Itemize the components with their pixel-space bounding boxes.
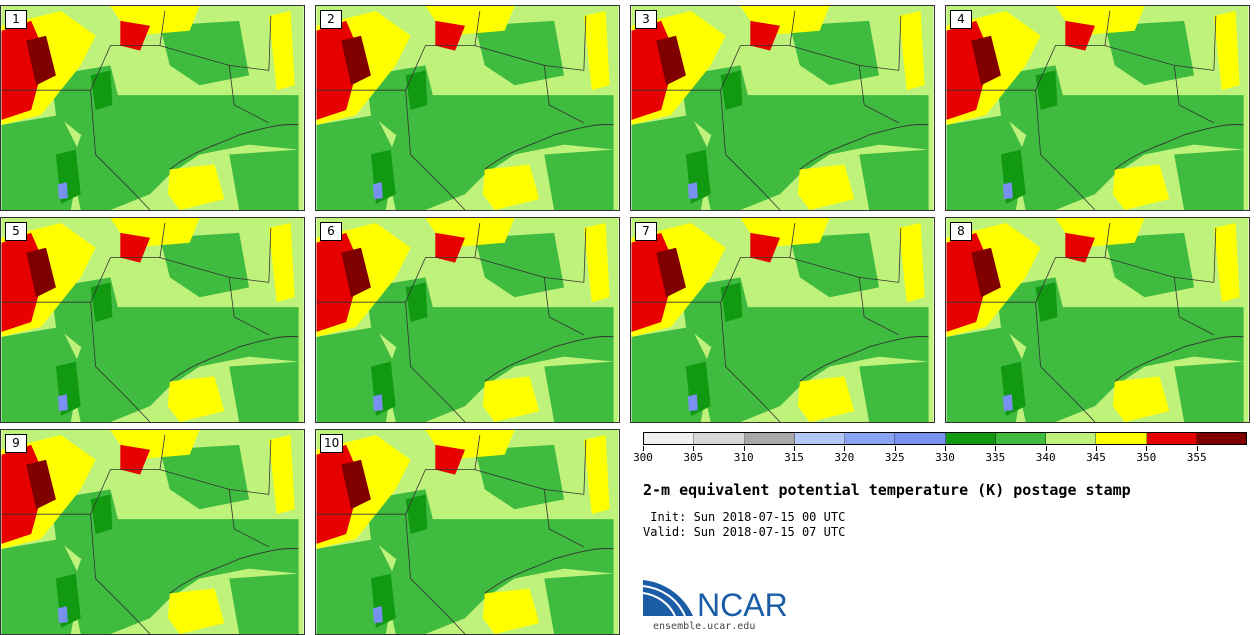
colorbar-tick [1146,446,1148,451]
ensemble-member-map [316,430,619,634]
map-panel-3: 3 [630,5,935,211]
colorbar-segment [794,433,845,444]
map-panel-9: 9 [0,429,305,635]
chart-title: 2-m equivalent potential temperature (K)… [643,481,1131,499]
logo-url: ensemble.ucar.edu [653,621,756,632]
colorbar-segment [995,433,1046,444]
member-label: 4 [950,10,972,29]
map-panel-5: 5 [0,217,305,423]
colorbar-segment [744,433,795,444]
ensemble-member-map [946,218,1249,422]
colorbar-segment [1146,433,1197,444]
colorbar-tick-label: 305 [683,451,704,464]
colorbar-tick [844,446,846,451]
colorbar-tick-label: 330 [935,451,955,464]
ensemble-member-map [1,430,304,634]
member-label: 10 [320,434,344,453]
colorbar-tick [643,446,644,451]
colorbar-tick-label: 325 [884,451,905,464]
valid-time: Valid: Sun 2018-07-15 07 UTC [643,525,846,539]
ensemble-member-map [631,6,934,210]
colorbar-tick-label: 320 [834,451,855,464]
colorbar-tick-label: 345 [1086,451,1106,464]
colorbar [643,432,1247,445]
colorbar-segment [895,433,946,444]
colorbar-segment [694,433,745,444]
map-panel-8: 8 [945,217,1250,423]
member-label: 7 [635,222,657,241]
member-label: 8 [950,222,972,241]
colorbar-tick-label: 300 [633,451,653,464]
ncar-logo-text: NCAR [697,587,788,620]
ensemble-member-map [946,6,1249,210]
colorbar-tick-label: 355 [1186,451,1207,464]
map-panel-1: 1 [0,5,305,211]
colorbar-tick [945,446,946,451]
colorbar-segment [1196,433,1246,444]
colorbar-tick-label: 340 [1035,451,1056,464]
colorbar-segment [644,433,695,444]
colorbar-tick-label: 315 [784,451,804,464]
member-label: 6 [320,222,342,241]
colorbar-tick [1196,446,1198,451]
init-time: Init: Sun 2018-07-15 00 UTC [643,510,846,524]
colorbar-tick [743,446,745,451]
ensemble-member-map [316,218,619,422]
ensemble-member-map [316,6,619,210]
map-panel-2: 2 [315,5,620,211]
colorbar-segment [1046,433,1097,444]
member-label: 9 [5,434,27,453]
colorbar-tick [1096,446,1097,451]
colorbar-tick-label: 310 [733,451,754,464]
colorbar-tick [794,446,795,451]
colorbar-segment [1096,433,1147,444]
colorbar-tick [995,446,997,451]
map-panel-7: 7 [630,217,935,423]
member-label: 2 [320,10,342,29]
colorbar-tick [894,446,896,451]
member-label: 3 [635,10,657,29]
colorbar-segment [845,433,896,444]
ensemble-member-map [1,218,304,422]
member-label: 1 [5,10,27,29]
ensemble-member-map [1,6,304,210]
colorbar-tick-label: 350 [1136,451,1157,464]
map-panel-6: 6 [315,217,620,423]
colorbar-tick [693,446,695,451]
colorbar-tick-label: 335 [985,451,1006,464]
ncar-logo: NCAR [643,580,788,620]
map-panel-10: 10 [315,429,620,635]
member-label: 5 [5,222,27,241]
colorbar-tick [1045,446,1047,451]
map-panel-4: 4 [945,5,1250,211]
ensemble-member-map [631,218,934,422]
colorbar-segment [945,433,996,444]
